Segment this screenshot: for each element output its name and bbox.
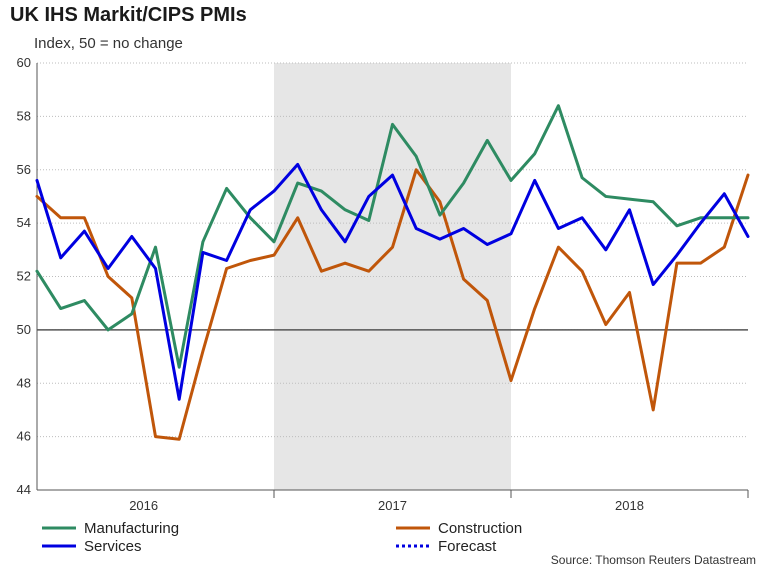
- x-year-label: 2018: [615, 498, 644, 513]
- series-line-construction: [35, 168, 750, 441]
- y-tick-label: 56: [17, 162, 31, 177]
- legend-label-services: Services: [84, 538, 142, 555]
- source-note: Source: Thomson Reuters Datastream: [550, 553, 756, 567]
- x-year-label: 2017: [378, 498, 407, 513]
- y-tick-label: 44: [17, 482, 31, 497]
- legend-label-construction: Construction: [438, 520, 522, 537]
- legend-label-manufacturing: Manufacturing: [84, 520, 179, 537]
- y-tick-label: 46: [17, 429, 31, 444]
- series-line-manufacturing: [35, 104, 750, 369]
- series-line-services: [35, 162, 750, 401]
- y-tick-label: 58: [17, 108, 31, 123]
- chart-subtitle: Index, 50 = no change: [34, 35, 183, 52]
- chart-title: UK IHS Markit/CIPS PMIs: [10, 4, 247, 26]
- x-year-label: 2016: [129, 498, 158, 513]
- y-tick-label: 54: [17, 215, 31, 230]
- y-tick-label: 48: [17, 375, 31, 390]
- legend-label-forecast: Forecast: [438, 538, 497, 555]
- y-tick-label: 50: [17, 322, 31, 337]
- y-tick-label: 52: [17, 269, 31, 284]
- y-tick-label: 60: [17, 55, 31, 70]
